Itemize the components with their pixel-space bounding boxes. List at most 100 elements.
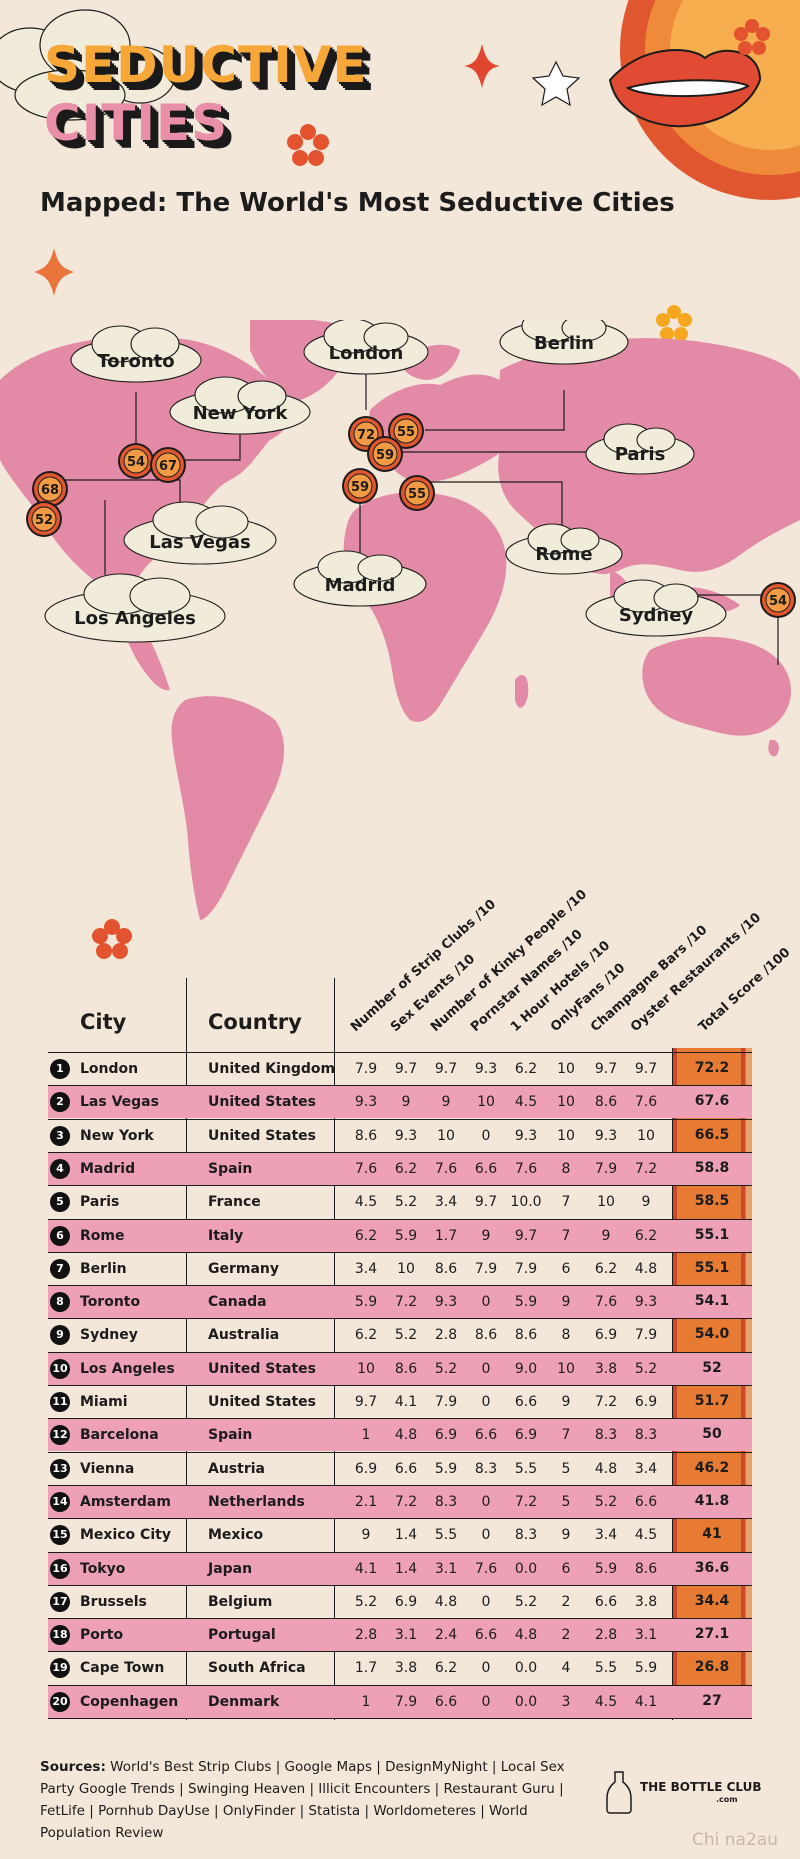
metric-cell: 4.8 [514,1627,538,1644]
metric-cell: 0.0 [514,1660,538,1677]
country-cell: United States [208,1094,316,1111]
bottle-icon [606,1771,632,1814]
table-row: 4 Madrid Spain 7.6 6.2 7.6 6.6 7.6 8 7.9 7.2 [48,1151,752,1185]
flower-decoration [92,919,132,959]
australia [642,636,791,736]
svg-text:54: 54 [769,594,787,609]
country-cell: Japan [208,1560,253,1577]
metric-cell: 7.9 [514,1260,538,1277]
metric-cell: 0 [481,1360,491,1377]
metric-cell: 6.9 [594,1327,618,1344]
metric-cell: 7 [561,1194,571,1211]
column-divider [186,978,187,1720]
cloud-los-angeles [44,573,226,643]
flower-decoration [656,305,692,341]
metric-cell: 6.9 [394,1593,418,1610]
metric-cell: 4.5 [634,1527,658,1544]
map-label-london: London [329,343,404,364]
city-cell: Amsterdam [80,1493,171,1510]
map-label-paris: Paris [615,444,666,465]
metric-cell: 2.4 [434,1627,458,1644]
metric-cell: 1.7 [434,1227,458,1244]
metric-cell: 10 [557,1127,575,1144]
europe [369,374,524,482]
table-row: 17 Brussels Belgium 5.2 6.9 4.8 0 5.2 2 6.6 3.8 [48,1584,752,1618]
metric-cell: 5 [561,1460,571,1477]
map-label-rome: Rome [535,544,592,565]
column-header-country: Country [208,1010,302,1034]
svg-text:55: 55 [397,425,415,440]
table-row: 14 Amsterdam Netherlands 2.1 7.2 8.3 0 7.2 5 5.2 6… [48,1484,752,1518]
metric-cell: 8.6 [474,1327,498,1344]
metric-cell: 10 [557,1094,575,1111]
metric-cell: 8.3 [594,1427,618,1444]
lips-icon [608,49,762,128]
metric-cell: 3.4 [434,1194,458,1211]
metric-cell: 2 [561,1593,571,1610]
metric-cell: 7.2 [394,1493,418,1510]
metric-cell: 9.3 [394,1127,418,1144]
table-row: 20 Copenhagen Denmark 1 7.9 6.6 0 0.0 3 4.5 4.1 [48,1684,752,1719]
city-cell: New York [80,1127,154,1144]
metric-cell: 7.6 [474,1560,498,1577]
table-row: 10 Los Angeles United States 10 8.6 5.2 0 9.0 10… [48,1351,752,1385]
metric-cell: 8.6 [434,1260,458,1277]
metric-cell: 9.7 [514,1227,538,1244]
rank-badge: 2 [50,1092,70,1113]
metric-cell: 5.5 [514,1460,538,1477]
cloud-sydney [585,579,727,637]
table-row: 12 Barcelona Spain 1 4.8 6.9 6.6 6.9 7 8.3 8.3 [48,1418,752,1452]
metric-cell: 6.6 [514,1394,538,1410]
metric-cell: 7.9 [474,1260,498,1277]
metric-cell: 5.5 [434,1527,458,1544]
svg-text:59: 59 [351,480,369,495]
city-cell: Miami [80,1394,128,1410]
metric-cell: 0 [481,1493,491,1510]
metric-cell: 7.2 [394,1294,418,1311]
total-score-cell: 55.1 [694,1259,730,1276]
svg-text:59: 59 [376,448,394,463]
metric-cell: 9.3 [434,1294,458,1311]
metric-cell: 7.6 [354,1160,378,1177]
metric-cell: 8.3 [434,1493,458,1510]
metric-cell: 3.8 [634,1593,658,1610]
country-cell: Canada [208,1294,267,1311]
score-marker-berlin: 55 [388,413,424,449]
metric-cell: 6.2 [594,1260,618,1277]
metric-cell: 6.2 [354,1227,378,1244]
rank-badge: 17 [50,1591,70,1612]
metric-cell: 4.5 [354,1194,378,1211]
metric-cell: 9 [441,1094,451,1111]
metric-cell: 10 [397,1260,415,1277]
metric-cell: 9.7 [594,1061,618,1077]
metric-cell: 4.8 [634,1260,658,1277]
metric-cell: 9 [561,1394,571,1410]
map-label-toronto: Toronto [97,351,174,372]
cloud-madrid [293,550,427,607]
metric-cell: 2.1 [354,1493,378,1510]
metric-cell: 6.2 [394,1160,418,1177]
metric-cell: 6.2 [434,1660,458,1677]
metric-cell: 5.9 [434,1460,458,1477]
metric-cell: 6.6 [474,1627,498,1644]
rank-badge: 18 [50,1625,70,1646]
metric-cell: 6.6 [634,1493,658,1510]
metric-cell: 6.2 [354,1327,378,1344]
table-row: 9 Sydney Australia 6.2 5.2 2.8 8.6 8.6 8 6.9 7.9 [48,1318,752,1351]
metric-cell: 9.3 [354,1094,378,1111]
total-score-cell: 52 [702,1359,722,1376]
country-cell: South Africa [208,1660,306,1677]
city-cell: Vienna [80,1460,135,1477]
metric-cell: 7.6 [434,1160,458,1177]
cloud-label-text: Toronto New York Las Vegas Los Angeles L… [74,333,693,629]
score-marker-madrid: 59 [342,468,378,504]
country-cell: United States [208,1127,316,1144]
score-marker-rome: 55 [399,475,435,511]
total-score-cell: 50 [702,1426,722,1443]
metric-cell: 9.3 [514,1127,538,1144]
metric-cell: 8.6 [594,1094,618,1111]
table-row: 16 Tokyo Japan 4.1 1.4 3.1 7.6 0.0 6 5.9 8.6 [48,1551,752,1585]
metric-cell: 3.8 [394,1660,418,1677]
rank-badge: 19 [50,1658,70,1679]
metric-cell: 4.5 [594,1693,618,1710]
